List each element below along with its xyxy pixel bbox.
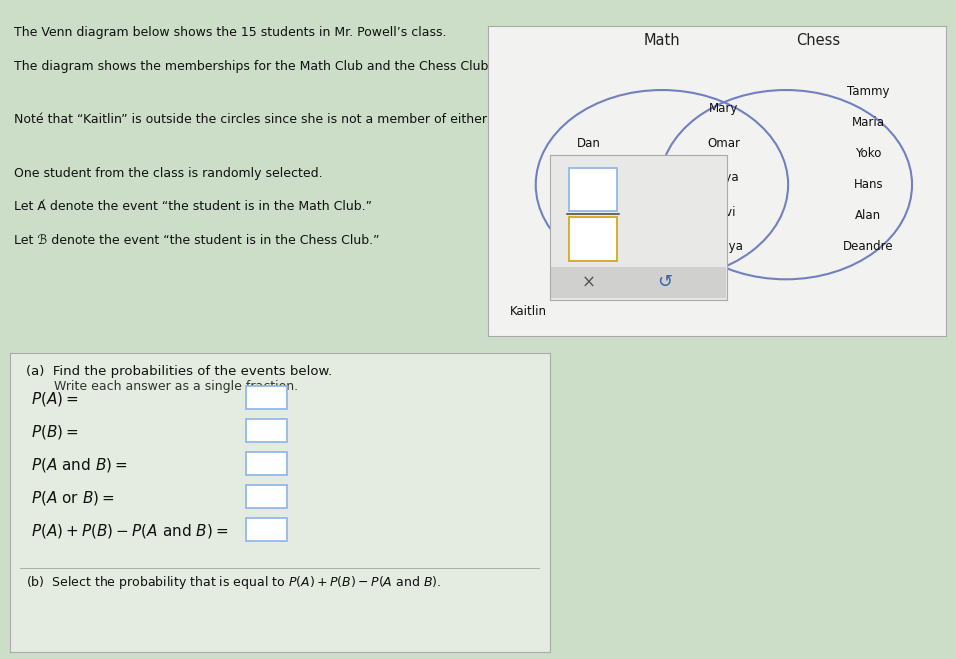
Text: Dan: Dan — [576, 137, 600, 150]
Text: Alan: Alan — [856, 209, 881, 222]
Text: Let ℬ denote the event “the student is in the Chess Club.”: Let ℬ denote the event “the student is i… — [14, 234, 380, 246]
Text: Omar: Omar — [707, 137, 740, 150]
Text: Hans: Hans — [854, 178, 883, 191]
Text: The Venn diagram below shows the 15 students in Mr. Powell’s class.: The Venn diagram below shows the 15 stud… — [14, 26, 446, 40]
Text: Tammy: Tammy — [847, 85, 890, 98]
Text: Mary: Mary — [709, 102, 739, 115]
Text: Lamar: Lamar — [570, 213, 607, 225]
Text: Latoya: Latoya — [704, 240, 744, 253]
FancyBboxPatch shape — [569, 217, 617, 261]
FancyBboxPatch shape — [246, 386, 287, 409]
Text: Yoko: Yoko — [856, 147, 881, 160]
Text: Math: Math — [643, 33, 681, 47]
Text: (b)  Select the probability that is equal to $P(A) + P(B) - P(A\ \mathrm{and}\ B: (b) Select the probability that is equal… — [26, 575, 441, 591]
FancyBboxPatch shape — [246, 419, 287, 442]
Text: Kaitlin: Kaitlin — [511, 306, 548, 318]
Text: Noté that “Kaitlin” is outside the circles since she is not a member of either : Noté that “Kaitlin” is outside the circ… — [14, 113, 533, 127]
Text: Let Á denote the event “the student is in the Math Club.”: Let Á denote the event “the student is … — [14, 200, 372, 214]
Text: Nicole: Nicole — [571, 175, 607, 188]
Text: $P(A) =$: $P(A) =$ — [32, 390, 78, 408]
Text: $P(A \mathrm{\ or\ } B) =$: $P(A \mathrm{\ or\ } B) =$ — [32, 489, 115, 507]
Text: $P(A \mathrm{\ and\ } B) =$: $P(A \mathrm{\ and\ } B) =$ — [32, 456, 128, 474]
Text: Ravi: Ravi — [711, 206, 737, 219]
FancyBboxPatch shape — [246, 485, 287, 508]
FancyBboxPatch shape — [569, 168, 617, 212]
Text: $P(A) + P(B) - P(A \mathrm{\ and\ } B) =$: $P(A) + P(B) - P(A \mathrm{\ and\ } B) =… — [32, 522, 228, 540]
Text: Chess: Chess — [796, 33, 840, 47]
Text: The diagram shows the memberships for the Math Club and the Chess Club.: The diagram shows the memberships for th… — [14, 60, 492, 72]
Text: One student from the class is randomly selected.: One student from the class is randomly s… — [14, 167, 323, 180]
FancyBboxPatch shape — [246, 518, 287, 541]
FancyBboxPatch shape — [246, 452, 287, 475]
FancyBboxPatch shape — [551, 268, 726, 298]
Text: Deandre: Deandre — [843, 240, 894, 253]
Text: ↺: ↺ — [657, 273, 672, 291]
Text: (a)  Find the probabilities of the events below.: (a) Find the probabilities of the events… — [26, 364, 332, 378]
Text: ×: × — [581, 273, 596, 291]
Text: Write each answer as a single fraction.: Write each answer as a single fraction. — [26, 380, 298, 393]
Text: $P(B) =$: $P(B) =$ — [32, 423, 78, 441]
Text: Maya: Maya — [708, 171, 740, 185]
Text: Maria: Maria — [852, 116, 885, 129]
